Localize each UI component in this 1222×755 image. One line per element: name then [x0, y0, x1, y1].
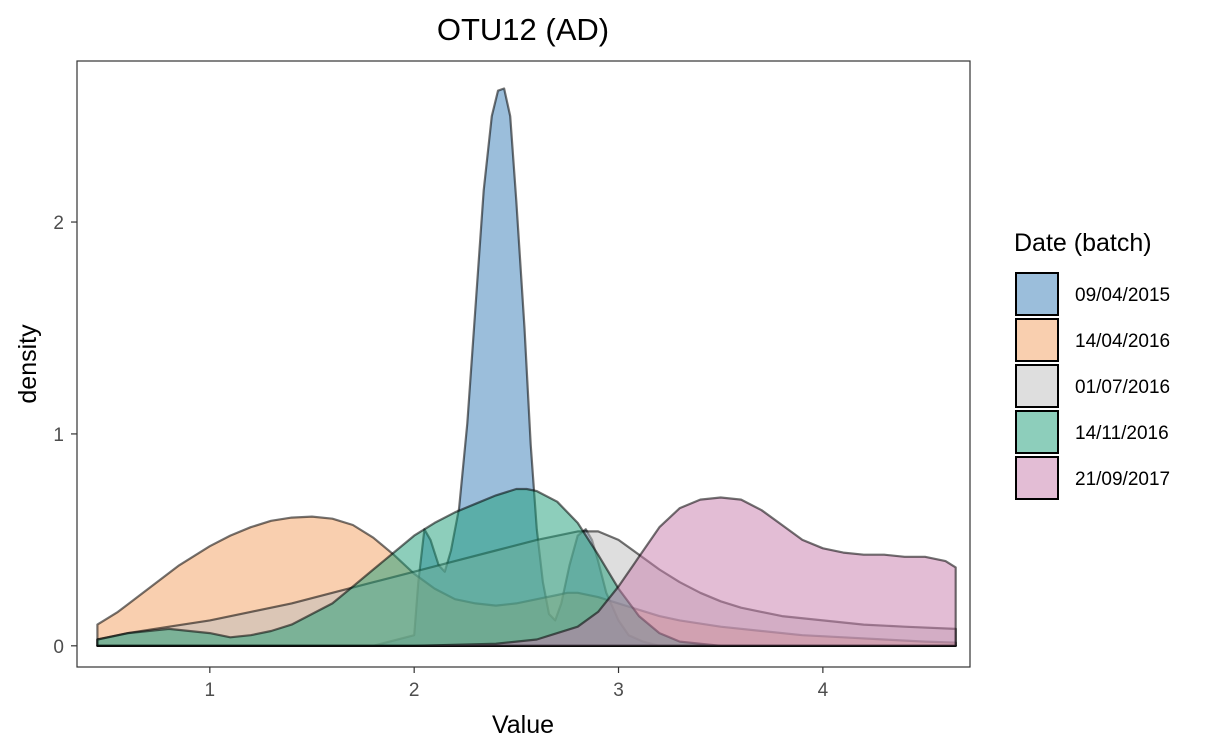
x-axis-title: Value: [492, 711, 554, 739]
legend-key-21-09-2017: [1015, 456, 1059, 500]
y-axis-title: density: [14, 324, 42, 404]
x-tick-label: 1: [205, 680, 216, 701]
legend-label: 14/04/2016: [1075, 331, 1170, 352]
legend-label: 21/09/2017: [1075, 469, 1170, 490]
legend-label: 14/11/2016: [1075, 423, 1169, 444]
legend-key-01-07-2016: [1015, 364, 1059, 408]
legend: Date (batch) 09/04/2015 14/04/2016 01/07/2…: [1014, 229, 1170, 500]
plot-area: [96, 87, 957, 647]
chart-title: OTU12 (AD): [437, 12, 609, 47]
legend-label: 01/07/2016: [1075, 377, 1170, 398]
x-tick-label: 4: [818, 680, 829, 701]
legend-label: 09/04/2015: [1075, 285, 1170, 306]
legend-key-14-04-2016: [1015, 318, 1059, 362]
x-tick-label: 2: [409, 680, 420, 701]
density-area-21-09-2017: [96, 496, 957, 647]
x-tick-label: 3: [613, 680, 624, 701]
plot-border: [76, 60, 971, 668]
legend-title: Date (batch): [1014, 229, 1152, 257]
y-tick-label: 0: [53, 637, 64, 658]
legend-key-14-11-2016: [1015, 410, 1059, 454]
axes: 1 2 3 4 0 1 2: [53, 213, 828, 701]
legend-key-09-04-2015: [1015, 272, 1059, 316]
y-tick-label: 1: [53, 425, 64, 446]
y-tick-label: 2: [53, 213, 64, 234]
